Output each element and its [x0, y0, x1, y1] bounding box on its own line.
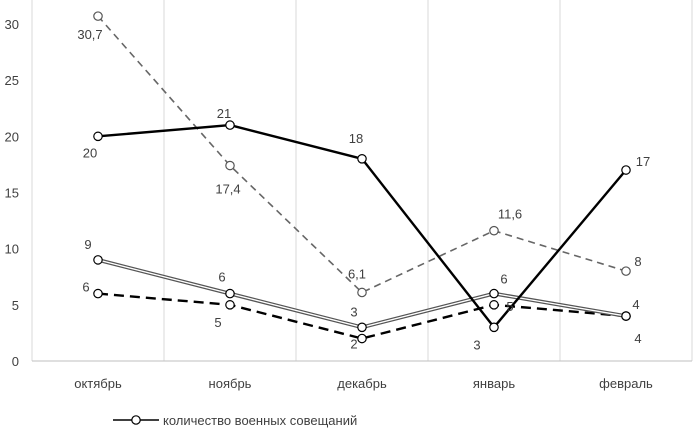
series-3-point: [489, 300, 499, 310]
series-1-data-label: 11,6: [498, 207, 522, 222]
y-axis-ticks: 0 5 10 15 20 25 30: [5, 17, 19, 369]
x-axis-ticks: октябрь ноябрь декабрь январь февраль: [74, 376, 653, 391]
series-1-point: [93, 11, 103, 21]
series-3-line: [97, 292, 627, 340]
series-0-data-label: 20: [83, 145, 97, 160]
grid-lines: [31, 0, 693, 361]
x-tick-label: ноябрь: [209, 376, 252, 391]
series-1-point: [357, 287, 367, 298]
series-0-point: [93, 131, 103, 142]
series-1-data-label: 17,4: [215, 182, 240, 197]
x-tick-label: декабрь: [337, 376, 387, 391]
series-0-data-label: 17: [636, 154, 650, 169]
series-2-point: [489, 288, 499, 299]
series-2-point: [225, 288, 235, 299]
series-0-data-label: 18: [349, 131, 363, 146]
series-2-data-label: 4: [632, 297, 639, 312]
y-tick-label: 10: [5, 242, 19, 257]
series-3-data-label: 6: [82, 280, 89, 295]
series-0-point: [621, 165, 631, 175]
series-1-point: [489, 225, 499, 236]
series-0-point: [489, 322, 499, 333]
y-tick-label: 25: [5, 73, 19, 88]
y-tick-label: 30: [5, 17, 19, 32]
series-1-point: [225, 160, 235, 171]
series-3-data-label: 5: [214, 315, 221, 330]
y-tick-label: 0: [12, 354, 19, 369]
x-tick-label: январь: [473, 376, 515, 391]
series-1-point: [621, 266, 631, 276]
series-0-data-label: 21: [217, 106, 231, 121]
series-2-point: [93, 255, 103, 265]
series-2-point: [357, 322, 367, 333]
y-tick-label: 15: [5, 186, 19, 201]
data-labels: 20 21 18 3 17 30,7 17,4 6,1 11,6 8 9 6 3 6 4 6 5 2 5 4: [77, 27, 650, 352]
series-layer: [93, 11, 631, 344]
series-1-data-label: 30,7: [77, 27, 102, 42]
series-2-data-label: 3: [350, 304, 357, 319]
series-0-point: [225, 120, 235, 130]
series-0-point: [357, 154, 367, 164]
series-1-line: [97, 15, 627, 294]
legend-entry-label: количество военных совещаний: [163, 413, 357, 428]
x-tick-label: февраль: [599, 376, 653, 391]
series-3-data-label: 5: [506, 299, 513, 314]
series-0-data-label: 3: [473, 337, 480, 352]
series-3-data-label: 2: [350, 337, 357, 352]
series-3-point: [93, 288, 103, 299]
y-tick-label: 5: [12, 298, 19, 313]
series-1-data-label: 8: [634, 254, 641, 269]
series-2-data-label: 6: [500, 272, 507, 287]
legend-marker: [131, 415, 141, 425]
series-1-data-label: 6,1: [348, 266, 366, 281]
series-3-point: [225, 300, 235, 310]
series-2-data-label: 6: [218, 270, 225, 285]
y-tick-label: 20: [5, 129, 19, 144]
series-3-data-label: 4: [634, 331, 641, 346]
series-2-point: [621, 311, 631, 321]
series-2-data-label: 9: [84, 237, 91, 252]
series-3-point: [357, 333, 367, 344]
x-tick-label: октябрь: [74, 376, 122, 391]
legend: количество военных совещаний: [113, 413, 357, 428]
